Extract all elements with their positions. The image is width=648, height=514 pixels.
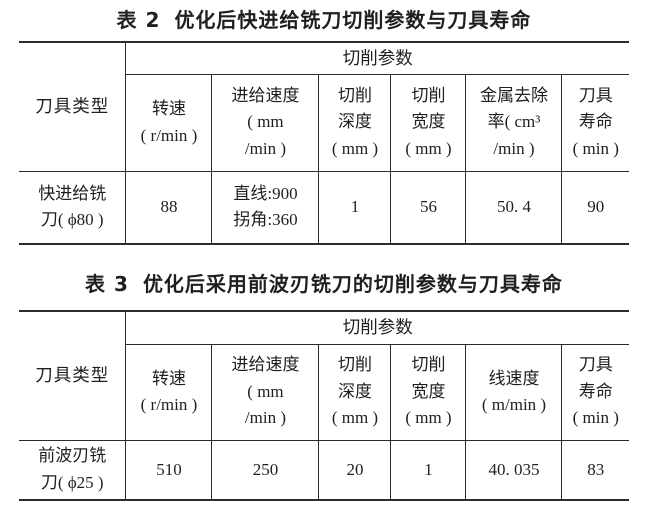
table3-cutting-parameters: 刀具类型 切削参数 转速 ( r/min ) 进给速度 ( mm /min ) …: [18, 310, 630, 501]
table3-header-spindle-speed: 转速 ( r/min ): [125, 343, 213, 441]
table2-value-feed-rate: 直线:900 拐角:360: [211, 170, 320, 245]
table2-value-tool-life: 90: [561, 170, 630, 245]
table3-group-header-row: 刀具类型 切削参数: [18, 310, 630, 441]
table3-value-spindle-speed: 510: [125, 439, 213, 501]
table3-title: 优化后采用前波刃铣刀的切削参数与刀具寿命: [142, 272, 563, 296]
table3-corner-header-cell: 刀具类型: [18, 310, 127, 441]
table2-tool-type-cell: 快进给铣 刀( ϕ80 ): [18, 170, 127, 245]
table2-value-metal-removal-rate: 50. 4: [465, 170, 563, 245]
table3-header-linear-speed: 线速度 ( m/min ): [465, 343, 563, 441]
table2-label: 表 2: [116, 8, 161, 32]
table3-value-feed-rate: 250: [211, 439, 320, 501]
table3-header-feed-rate: 进给速度 ( mm /min ): [211, 343, 320, 441]
table3-subheader-row: 转速 ( r/min ) 进给速度 ( mm /min ) 切削 深度 ( mm…: [19, 343, 630, 441]
table2-header-cutting-depth: 切削 深度 ( mm ): [318, 73, 392, 172]
table2-value-spindle-speed: 88: [125, 170, 213, 245]
table3-header-cutting-depth: 切削 深度 ( mm ): [318, 343, 392, 441]
table2-value-cutting-width: 56: [390, 170, 467, 245]
table2-group-header-row: 刀具类型 切削参数: [18, 41, 630, 172]
table3-header-cutting-width: 切削 宽度 ( mm ): [390, 343, 467, 441]
table2-caption: 表 2 优化后快进给铣刀切削参数与刀具寿命: [0, 0, 648, 34]
table2-cutting-parameters: 刀具类型 切削参数 转速 ( r/min ) 进给速度 ( mm /min ) …: [18, 41, 630, 245]
table2-corner-header-cell: 刀具类型: [18, 41, 127, 172]
table2-header-feed-rate: 进给速度 ( mm /min ): [211, 73, 320, 172]
table3-value-tool-life: 83: [561, 439, 630, 501]
table3-value-linear-speed: 40. 035: [465, 439, 563, 501]
table2-group-header-cell: 切削参数: [125, 41, 630, 75]
table2-header-cutting-width: 切削 宽度 ( mm ): [390, 73, 467, 172]
table2-data-row: 快进给铣 刀( ϕ80 ) 88 直线:900 拐角:360 1 56 50. …: [18, 170, 630, 245]
table3-tool-type-cell: 前波刃铣 刀( ϕ25 ): [18, 439, 127, 501]
table3-header-tool-life: 刀具 寿命 ( min ): [561, 343, 630, 441]
table2-value-cutting-depth: 1: [318, 170, 392, 245]
table3-data-row: 前波刃铣 刀( ϕ25 ) 510 250 20 1 40. 035 83: [18, 439, 630, 501]
table2-title: 优化后快进给铣刀切削参数与刀具寿命: [174, 8, 532, 32]
table3-value-cutting-depth: 20: [318, 439, 392, 501]
table2-header-spindle-speed: 转速 ( r/min ): [125, 73, 213, 172]
table3-group-header-cell: 切削参数: [125, 310, 630, 345]
table2-header-metal-removal-rate: 金属去除 率( cm³ /min ): [465, 73, 563, 172]
table3-label: 表 3: [85, 272, 129, 296]
table3-value-cutting-width: 1: [390, 439, 467, 501]
table3-caption: 表 3 优化后采用前波刃铣刀的切削参数与刀具寿命: [0, 245, 648, 298]
table2-header-tool-life: 刀具 寿命 ( min ): [561, 73, 630, 172]
table2-subheader-row: 转速 ( r/min ) 进给速度 ( mm /min ) 切削 深度 ( mm…: [19, 73, 630, 172]
